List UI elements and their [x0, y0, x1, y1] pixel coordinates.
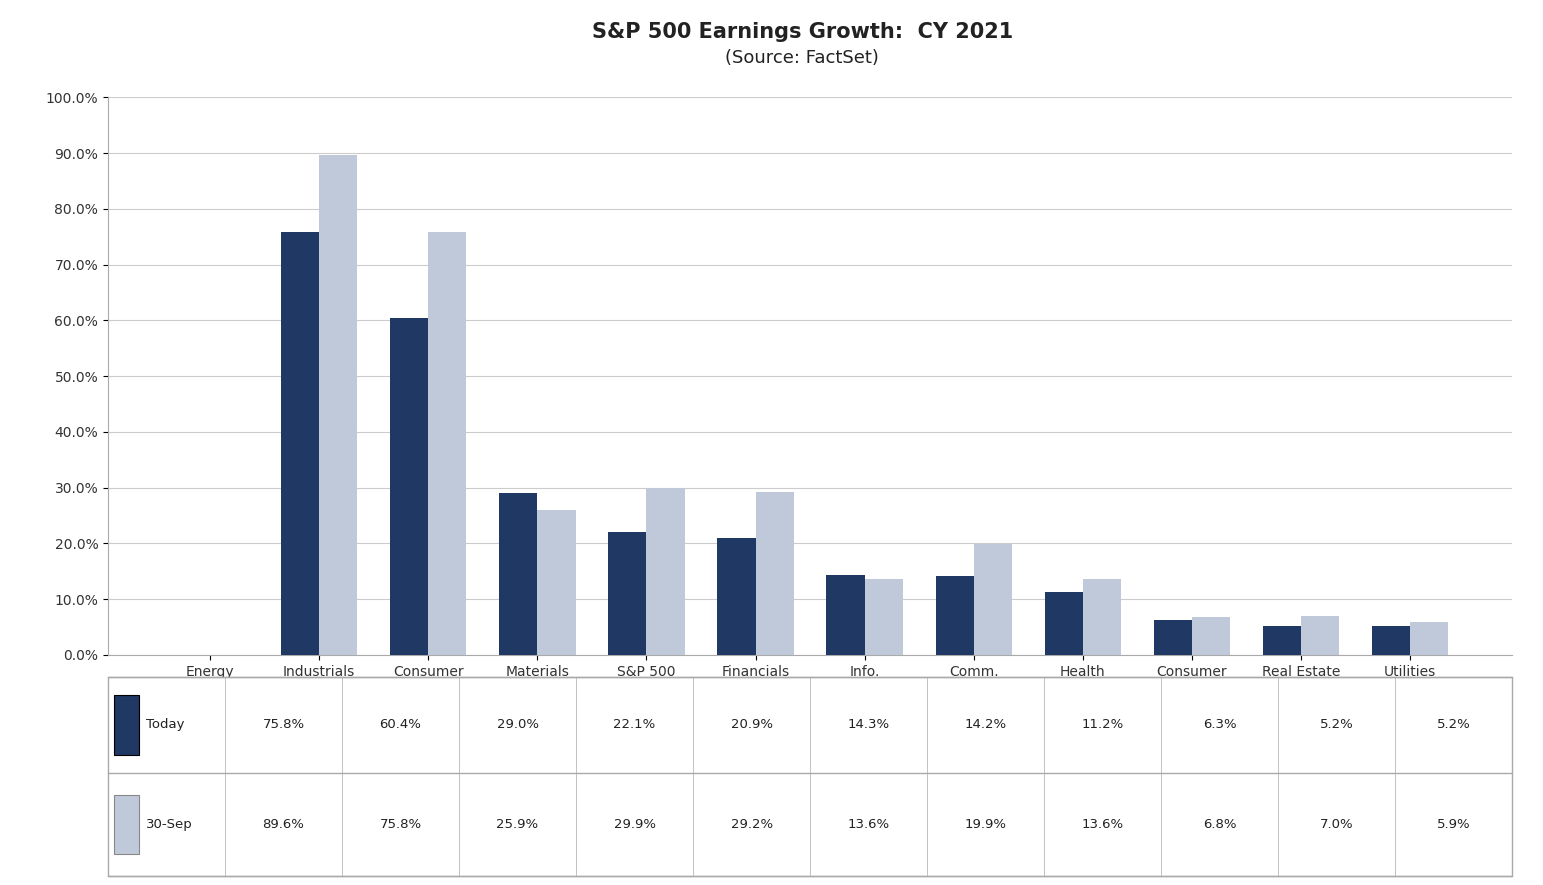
Text: 75.8%: 75.8%	[262, 719, 304, 731]
Bar	[864, 579, 903, 655]
Text: 89.6%: 89.6%	[262, 818, 304, 831]
Text: Today: Today	[147, 719, 185, 731]
Bar	[647, 489, 685, 655]
Text: (Source: FactSet): (Source: FactSet)	[725, 49, 880, 66]
Bar	[1301, 616, 1339, 655]
Bar	[114, 695, 139, 755]
Text: 13.6%: 13.6%	[847, 818, 890, 831]
Text: 5.2%: 5.2%	[1319, 719, 1353, 731]
Text: 30-Sep: 30-Sep	[147, 818, 193, 831]
Bar	[390, 318, 429, 655]
Text: 5.2%: 5.2%	[1437, 719, 1470, 731]
Bar	[429, 232, 466, 655]
Text: 5.9%: 5.9%	[1437, 818, 1470, 831]
Bar	[1083, 579, 1122, 655]
Bar	[1410, 622, 1449, 655]
Text: 11.2%: 11.2%	[1082, 719, 1123, 731]
Text: 60.4%: 60.4%	[380, 719, 421, 731]
Bar	[1262, 626, 1301, 655]
Bar	[1372, 626, 1410, 655]
Bar	[114, 795, 139, 854]
Bar	[498, 493, 537, 655]
Text: 14.2%: 14.2%	[964, 719, 1006, 731]
Text: 29.9%: 29.9%	[614, 818, 656, 831]
Bar	[281, 232, 319, 655]
Text: 22.1%: 22.1%	[614, 719, 656, 731]
Bar	[1045, 592, 1083, 655]
Bar	[974, 544, 1012, 655]
Text: 6.8%: 6.8%	[1204, 818, 1236, 831]
Bar	[319, 156, 358, 655]
Text: 7.0%: 7.0%	[1319, 818, 1353, 831]
Text: 25.9%: 25.9%	[497, 818, 539, 831]
Bar	[827, 575, 864, 655]
Bar	[1154, 620, 1191, 655]
Bar	[756, 492, 793, 655]
Text: 20.9%: 20.9%	[730, 719, 773, 731]
Bar	[935, 576, 974, 655]
Text: 6.3%: 6.3%	[1204, 719, 1236, 731]
Text: 29.0%: 29.0%	[497, 719, 539, 731]
Bar	[537, 511, 576, 655]
Text: 13.6%: 13.6%	[1082, 818, 1123, 831]
Text: 75.8%: 75.8%	[380, 818, 421, 831]
Bar	[608, 532, 647, 655]
Text: 19.9%: 19.9%	[964, 818, 1006, 831]
Text: 14.3%: 14.3%	[847, 719, 890, 731]
Bar	[1191, 617, 1230, 655]
Text: 29.2%: 29.2%	[730, 818, 773, 831]
Text: S&P 500 Earnings Growth:  CY 2021: S&P 500 Earnings Growth: CY 2021	[591, 22, 1014, 42]
Bar	[717, 538, 756, 655]
